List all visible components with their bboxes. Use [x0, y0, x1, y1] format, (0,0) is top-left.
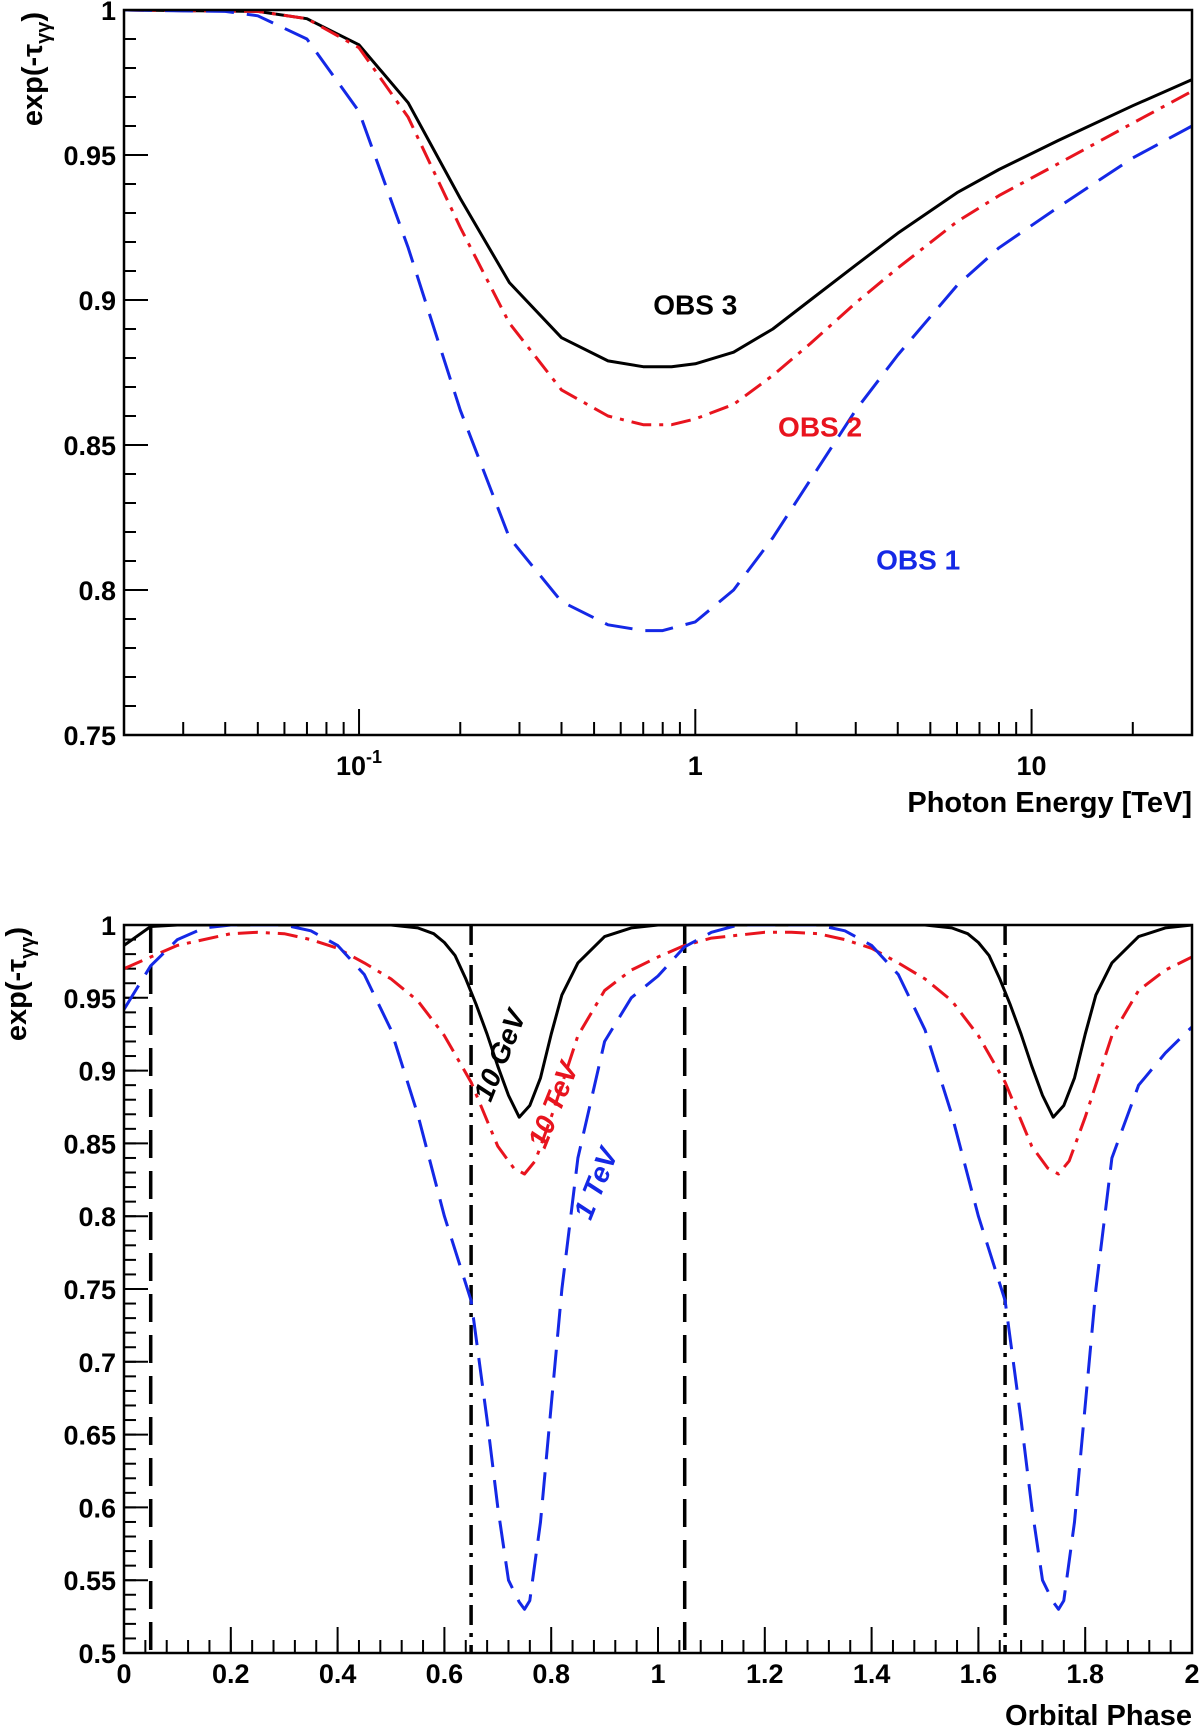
x-tick-label: 0.4 [319, 1659, 357, 1689]
x-tick-label: 0.2 [212, 1659, 250, 1689]
x-tick-label: 0.8 [532, 1659, 570, 1689]
series-annotation: 10 GeV [468, 1003, 533, 1105]
series-line-10-gev [124, 925, 1192, 1119]
series-line-10-tev [124, 930, 1192, 1176]
series-line-obs-1 [124, 10, 1192, 633]
y-tick-label: 0.95 [63, 984, 116, 1014]
phase-panel: 0.5 0.55 0.6 0.65 0.7 0.75 0.8 0.85 0.9 0.95 1 0 0.2… [1, 911, 1200, 1732]
series-annotation: OBS 2 [778, 411, 862, 442]
x-tick-label: 10 [1017, 751, 1047, 781]
x-axis-title: Photon Energy [TeV] [907, 787, 1192, 819]
x-tick-label: 1 [650, 1659, 665, 1689]
x-tick-label: 1.2 [746, 1659, 784, 1689]
x-tick-label: 0 [116, 1659, 131, 1689]
y-axis-title-close: ) [1, 927, 33, 937]
y-tick-label: 0.85 [63, 431, 116, 461]
y-tick-label: 0.85 [63, 1129, 116, 1159]
y-tick-label: 0.75 [63, 1275, 116, 1305]
x-axis-title: Orbital Phase [1005, 1700, 1192, 1732]
y-tick-label: 0.9 [78, 1057, 116, 1087]
y-axis-title-main: exp(-τ [17, 44, 49, 126]
series-annotation: OBS 3 [653, 290, 737, 321]
y-tick-label: 0.55 [63, 1566, 116, 1596]
y-axis-title: exp(-τγγ) [1, 927, 39, 1041]
x-tick-label: 1.4 [853, 1659, 891, 1689]
plot-frame [122, 923, 1194, 1655]
y-tick-label: 0.8 [78, 1202, 116, 1232]
y-tick-label: 1 [101, 0, 116, 26]
y-axis-title-close: ) [17, 12, 49, 22]
y-axis-title-subscript: γγ [33, 21, 55, 44]
y-tick-label: 0.5 [78, 1639, 116, 1669]
y-tick-label: 0.9 [78, 286, 116, 316]
x-tick-label: 2 [1184, 1659, 1199, 1689]
series-line-obs-2 [124, 10, 1192, 427]
series-annotation: 1 TeV [568, 1141, 625, 1223]
series-line-1-tev [124, 925, 1192, 1611]
plot-frame [122, 8, 1194, 737]
y-tick-label: 0.75 [63, 721, 116, 751]
y-axis-title-main: exp(-τ [1, 959, 33, 1041]
y-tick-label: 0.95 [63, 141, 116, 171]
y-axis-title: exp(-τγγ) [17, 12, 55, 126]
y-tick-label: 0.7 [78, 1348, 116, 1378]
y-tick-label: 0.8 [78, 576, 116, 606]
y-tick-label: 1 [101, 911, 116, 941]
x-tick-label: 1.6 [960, 1659, 998, 1689]
x-tick-label: 1 [688, 751, 703, 781]
energy-panel: 0.75 0.8 0.85 0.9 0.95 1 10-1 1 10 OBS 3 OBS 2 OBS … [17, 0, 1194, 819]
series-line-obs-3 [124, 10, 1192, 369]
y-tick-label: 0.65 [63, 1421, 116, 1451]
y-tick-label: 0.6 [78, 1493, 116, 1523]
x-tick-label: 10-1 [336, 747, 382, 781]
x-tick-label: 1.8 [1066, 1659, 1104, 1689]
x-tick-label-exponent: -1 [366, 747, 382, 767]
y-axis-title-subscript: γγ [17, 936, 39, 959]
series-annotation: OBS 1 [876, 545, 960, 576]
x-tick-label: 0.6 [426, 1659, 464, 1689]
